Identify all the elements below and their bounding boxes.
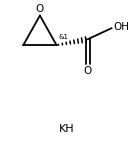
Text: O: O bbox=[36, 4, 44, 14]
Text: OH: OH bbox=[113, 22, 129, 32]
Text: O: O bbox=[84, 66, 92, 76]
Text: KH: KH bbox=[59, 124, 74, 134]
Text: &1: &1 bbox=[59, 34, 68, 40]
